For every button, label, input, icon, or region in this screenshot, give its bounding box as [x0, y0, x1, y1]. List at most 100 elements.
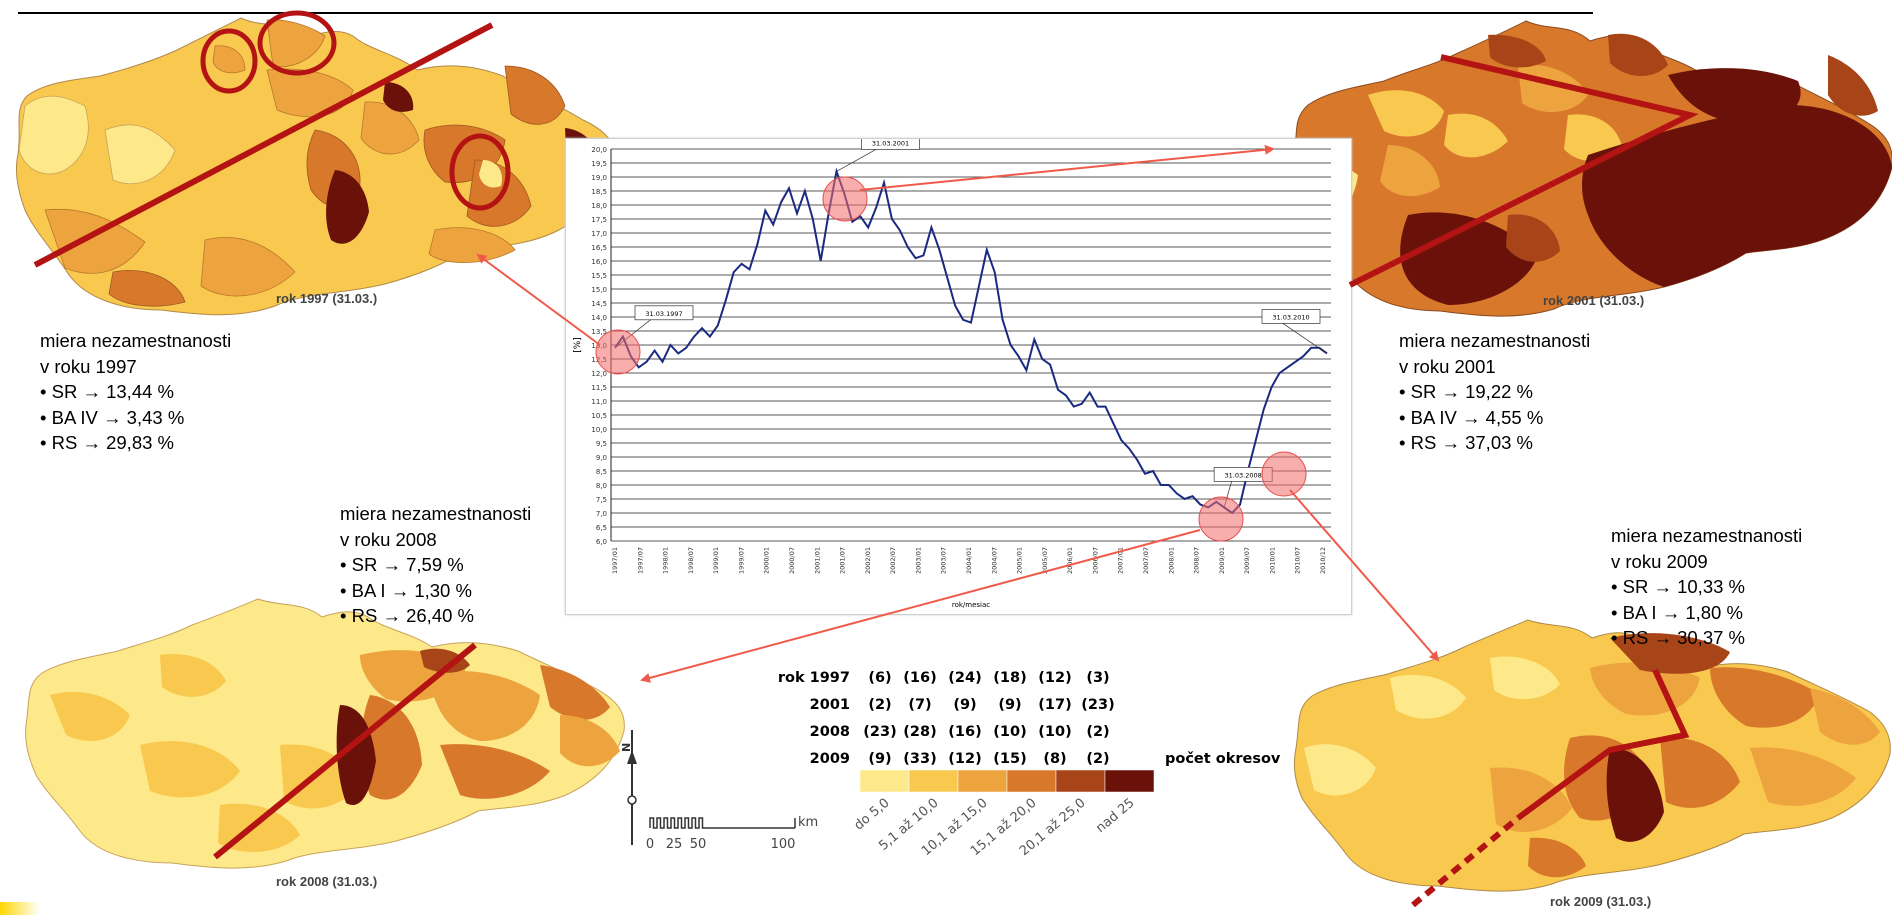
stats-line: • BA IV → 3,43 % — [40, 406, 185, 428]
legend-count: (12) — [948, 751, 981, 767]
y-tick-label: 20,0 — [591, 146, 607, 154]
scale-tick: 100 — [771, 837, 796, 852]
scale-tick: 50 — [690, 837, 707, 852]
y-tick-label: 9,5 — [596, 440, 607, 448]
y-tick-label: 19,5 — [591, 160, 607, 168]
x-tick-label: 2001/07 — [839, 547, 847, 574]
x-tick-label: 2006/07 — [1091, 547, 1099, 574]
highlight-ellipse — [257, 10, 337, 76]
stats-line: • SR → 10,33 % — [1611, 576, 1745, 597]
legend-count: (9) — [953, 697, 976, 713]
legend-count: (8) — [1043, 751, 1066, 767]
north-label: N — [620, 743, 633, 752]
stats-line: • RS → 29,83 % — [40, 432, 174, 453]
stats-line: • BA I → 1,80 % — [1611, 601, 1743, 623]
x-tick-label: 2009/07 — [1243, 547, 1251, 574]
x-tick-label: 2004/07 — [990, 547, 998, 574]
legend-count: (6) — [868, 670, 891, 686]
stats-title: miera nezamestnanosti — [340, 503, 532, 524]
y-tick-label: 19,0 — [591, 174, 607, 182]
scale-unit: km — [798, 815, 818, 830]
highlight-ellipse — [200, 28, 258, 94]
y-tick-label: 13,5 — [591, 328, 607, 336]
x-tick-label: 1999/01 — [712, 547, 720, 574]
caption-map-1997: rok 1997 (31.03.) — [276, 291, 378, 306]
y-tick-label: 14,0 — [591, 314, 607, 322]
grid — [611, 148, 1331, 542]
y-tick-label: 17,0 — [591, 230, 607, 238]
trend-line-2001 — [1348, 54, 1699, 288]
stats-title: miera nezamestnanosti — [40, 330, 232, 351]
arrow-to-map-2009 — [1289, 489, 1440, 662]
y-tick-label: 10,5 — [591, 412, 607, 420]
y-tick-label: 17,5 — [591, 216, 607, 224]
x-tick-label: 1997/07 — [636, 547, 644, 574]
x-tick-label: 1998/07 — [687, 547, 695, 574]
legend-count: (18) — [993, 670, 1026, 686]
stats-year: v roku 2009 — [1611, 550, 1708, 572]
legend-count-label: počet okresov — [1165, 751, 1281, 767]
stats-2001: miera nezamestnanosti v roku 2001 • SR →… — [1399, 328, 1590, 456]
y-tick-label: 16,0 — [591, 258, 607, 266]
scale-tick: 0 — [646, 837, 654, 852]
legend-count: (23) — [863, 724, 896, 740]
caption-map-2001: rok 2001 (31.03.) — [1543, 293, 1645, 308]
legend-count: (24) — [948, 670, 981, 686]
arrow-to-map-1997 — [476, 253, 601, 346]
x-tick-label: 2007/07 — [1142, 547, 1150, 574]
caption-map-2009: rok 2009 (31.03.) — [1550, 894, 1652, 909]
annotation-label: 31.03.1997 — [645, 310, 682, 318]
legend-count: (3) — [1086, 670, 1109, 686]
chart-highlight-2009 — [1261, 451, 1307, 497]
map-2008 — [20, 595, 640, 895]
stats-1997: miera nezamestnanosti v roku 1997 • SR →… — [40, 328, 231, 456]
trend-line-2009 — [1516, 668, 1690, 821]
y-tick-label: 8,5 — [596, 468, 607, 476]
y-tick-label: 14,5 — [591, 300, 607, 308]
legend: rok 1997 (6) (16) (24) (18) (12) (3) 2001 (2) (7)… — [620, 660, 1300, 890]
chart-highlight-1997 — [595, 329, 641, 375]
legend-count: (12) — [1038, 670, 1071, 686]
x-tick-label: 2008/07 — [1193, 547, 1201, 574]
legend-svg: rok 1997 (6) (16) (24) (18) (12) (3) 2001 (2) (7)… — [620, 670, 1281, 859]
x-tick-label: 2003/07 — [940, 547, 948, 574]
legend-count: (17) — [1038, 697, 1071, 713]
stats-line: • SR → 19,22 % — [1399, 381, 1533, 402]
legend-count: (33) — [903, 751, 936, 767]
legend-count: (10) — [993, 724, 1026, 740]
legend-color-swatch — [1104, 769, 1155, 793]
x-tick-label: 1997/01 — [611, 547, 619, 574]
legend-count: (23) — [1081, 697, 1114, 713]
legend-count: (2) — [868, 697, 891, 713]
y-tick-label: 8,0 — [596, 482, 607, 490]
annotation-label: 31.03.2010 — [1272, 313, 1309, 321]
y-tick-label: 18,5 — [591, 188, 607, 196]
x-tick-label: 2010/01 — [1268, 547, 1276, 574]
stats-line: • RS → 30,37 % — [1611, 627, 1745, 648]
trend-line-1997 — [33, 22, 494, 268]
stats-title: miera nezamestnanosti — [1611, 525, 1803, 546]
x-tick-label: 2002/01 — [864, 547, 872, 574]
stats-year: v roku 2001 — [1399, 355, 1496, 377]
legend-row-label: 2009 — [810, 751, 850, 767]
arrow-to-map-2001 — [859, 144, 1275, 191]
annotation-label: 31.03.2001 — [872, 139, 909, 147]
trend-line-2008 — [213, 642, 477, 860]
x-tick-label: 2000/01 — [763, 547, 771, 574]
top-rule — [18, 12, 1593, 14]
x-axis-label: rok/mesiac — [952, 601, 990, 609]
legend-row-label: rok 1997 — [778, 670, 850, 686]
legend-count: (28) — [903, 724, 936, 740]
x-tick-label: 2003/01 — [914, 547, 922, 574]
y-tick-label: 11,5 — [591, 384, 607, 392]
stats-line: • SR → 7,59 % — [340, 554, 464, 575]
y-tick-label: 12,0 — [591, 370, 607, 378]
x-tick-label: 2000/07 — [788, 547, 796, 574]
x-tick-label: 2010/07 — [1294, 547, 1302, 574]
x-tick-label: 2007/01 — [1117, 547, 1125, 574]
legend-count: (16) — [903, 670, 936, 686]
scale-bar: km 0 25 50 100 — [646, 815, 818, 852]
x-tick-label: 2010/12 — [1319, 547, 1327, 574]
annotation-label: 31.03.2008 — [1225, 471, 1262, 479]
legend-count: (9) — [868, 751, 891, 767]
